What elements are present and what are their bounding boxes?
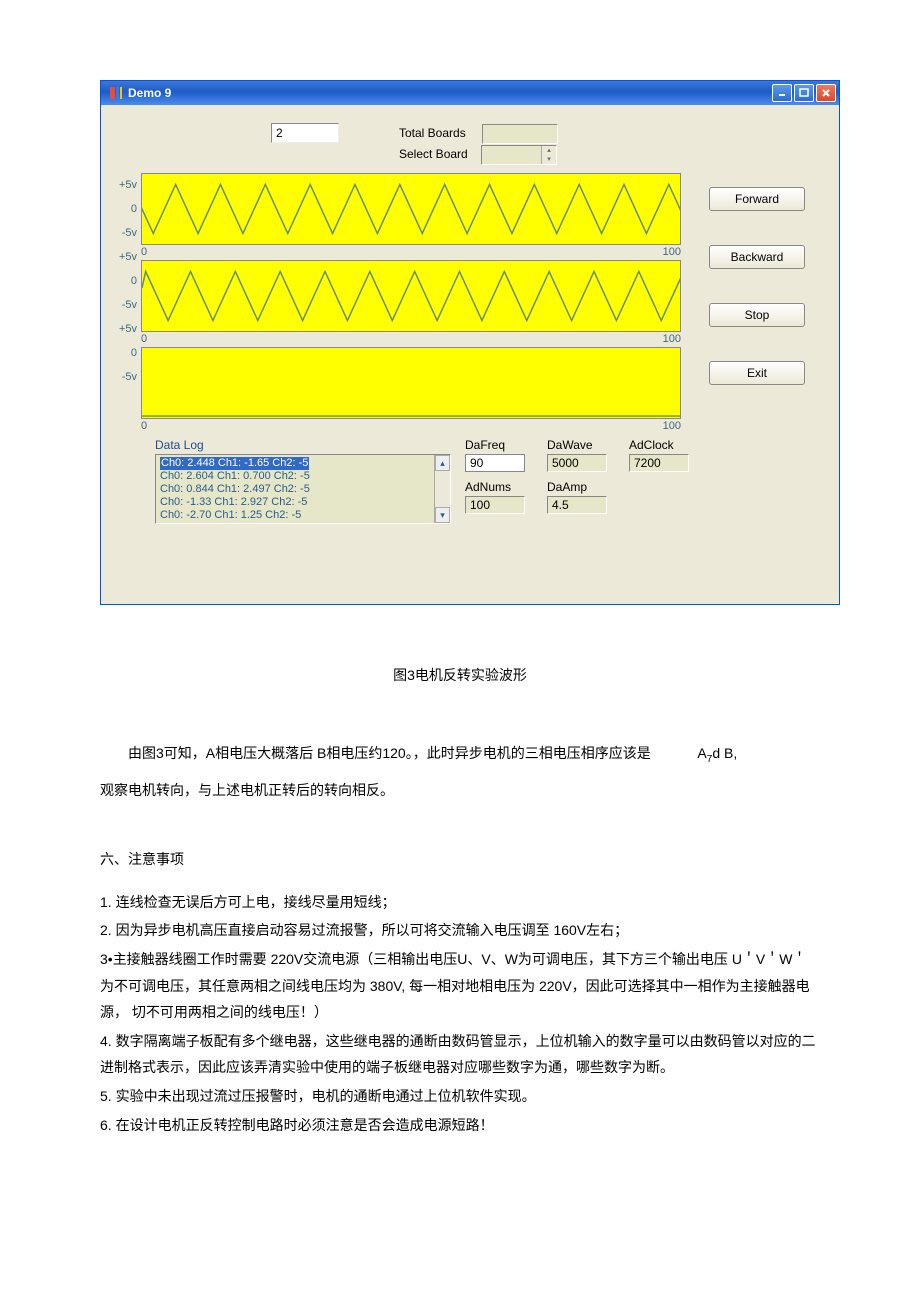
dafreq-label: DaFreq — [465, 438, 525, 452]
daamp-label: DaAmp — [547, 480, 607, 494]
backward-button[interactable]: Backward — [709, 245, 805, 269]
x-max: 100 — [663, 246, 681, 258]
adclock-label: AdClock — [629, 438, 689, 452]
datalog-row: Ch0: 0.844 Ch1: 2.497 Ch2: -5 — [160, 483, 446, 496]
datalog-row: Ch0: 2.604 Ch1: 0.700 Ch2: -5 — [160, 470, 446, 483]
y-axis-labels: +5v0-5v+5v0-5v+5v0-5v — [101, 173, 141, 389]
y-tick: 0 — [101, 341, 137, 365]
chevron-down-icon[interactable]: ▾ — [542, 155, 556, 164]
datalog-row: Ch0: -2.70 Ch1: 1.25 Ch2: -5 — [160, 509, 446, 522]
stop-button[interactable]: Stop — [709, 303, 805, 327]
figure-caption: 图3电机反转实验波形 — [100, 665, 820, 685]
datalog-row: Ch0: 2.448 Ch1: -1.65 Ch2: -5 — [160, 457, 446, 470]
adnums-label: AdNums — [465, 480, 525, 494]
note-item: 1. 连线检查无误后方可上电，接线尽量用短线； — [100, 889, 820, 916]
minimize-button[interactable] — [772, 84, 792, 102]
x-max: 100 — [663, 420, 681, 432]
chart-2 — [141, 347, 681, 419]
chart-1 — [141, 260, 681, 332]
y-tick: -5v — [101, 293, 137, 317]
dawave-input[interactable] — [547, 454, 607, 472]
maximize-button[interactable] — [794, 84, 814, 102]
y-tick: +5v — [101, 173, 137, 197]
x-max: 100 — [663, 333, 681, 345]
para-line1c: d B, — [712, 745, 737, 761]
note-item: 6. 在设计电机正反转控制电路时必须注意是否会造成电源短路！ — [100, 1112, 820, 1139]
x-min: 0 — [141, 333, 147, 345]
dafreq-input[interactable] — [465, 454, 525, 472]
x-min: 0 — [141, 246, 147, 258]
x-min: 0 — [141, 420, 147, 432]
scroll-down-icon[interactable]: ▾ — [435, 507, 450, 523]
y-tick: -5v — [101, 365, 137, 389]
datalog-row: Ch0: -1.33 Ch1: 2.927 Ch2: -5 — [160, 496, 446, 509]
total-boards-select[interactable] — [482, 124, 558, 144]
select-board-spinner[interactable]: ▴▾ — [481, 145, 557, 165]
y-tick: 0 — [101, 269, 137, 293]
y-tick: +5v — [101, 245, 137, 269]
para-line2: 观察电机转向，与上述电机正转后的转向相反。 — [100, 772, 820, 808]
note-item: 3•主接触器线圈工作时需要 220V交流电源（三相输出电压U、V、W为可调电压，… — [100, 946, 820, 1026]
para-line1b: A — [697, 745, 706, 761]
adnums-input[interactable] — [465, 496, 525, 514]
y-tick: 0 — [101, 197, 137, 221]
chart-0 — [141, 173, 681, 245]
scrollbar[interactable]: ▴ ▾ — [434, 455, 450, 523]
y-tick: -5v — [101, 221, 137, 245]
scroll-up-icon[interactable]: ▴ — [435, 455, 450, 471]
dawave-label: DaWave — [547, 438, 607, 452]
notes-list: 1. 连线检查无误后方可上电，接线尽量用短线；2. 因为异步电机高压直接启动容易… — [100, 889, 820, 1138]
adclock-input[interactable] — [629, 454, 689, 472]
titlebar: Demo 9 — [101, 81, 839, 105]
daamp-input[interactable] — [547, 496, 607, 514]
forward-button[interactable]: Forward — [709, 187, 805, 211]
note-item: 2. 因为异步电机高压直接启动容易过流报警，所以可将交流输入电压调至 160V左… — [100, 917, 820, 944]
analysis-paragraph: 由图3可知，A相电压大概落后 B相电压约120。，此时异步电机的三相电压相序应该… — [100, 735, 820, 809]
note-item: 5. 实验中未出现过流过压报警时，电机的通断电通过上位机软件实现。 — [100, 1083, 820, 1110]
y-tick: +5v — [101, 317, 137, 341]
exit-button[interactable]: Exit — [709, 361, 805, 385]
note-item: 4. 数字隔离端子板配有多个继电器，这些继电器的通断由数码管显示，上位机输入的数… — [100, 1028, 820, 1081]
window-title: Demo 9 — [128, 86, 171, 100]
section-heading: 六、注意事项 — [100, 849, 820, 869]
app-window: Demo 9 Total Boards Select Boa — [100, 80, 840, 605]
app-icon — [109, 86, 123, 100]
para-line1a: 由图3可知，A相电压大概落后 B相电压约120。，此时异步电机的三相电压相序应该… — [128, 745, 651, 761]
select-board-label: Select Board — [399, 147, 468, 161]
close-button[interactable] — [816, 84, 836, 102]
total-boards-label: Total Boards — [399, 126, 466, 140]
datalog-listbox[interactable]: Ch0: 2.448 Ch1: -1.65 Ch2: -5Ch0: 2.604 … — [155, 454, 451, 524]
board-number-input[interactable] — [271, 123, 339, 143]
datalog-label: Data Log — [155, 438, 451, 452]
chevron-up-icon[interactable]: ▴ — [542, 146, 556, 155]
